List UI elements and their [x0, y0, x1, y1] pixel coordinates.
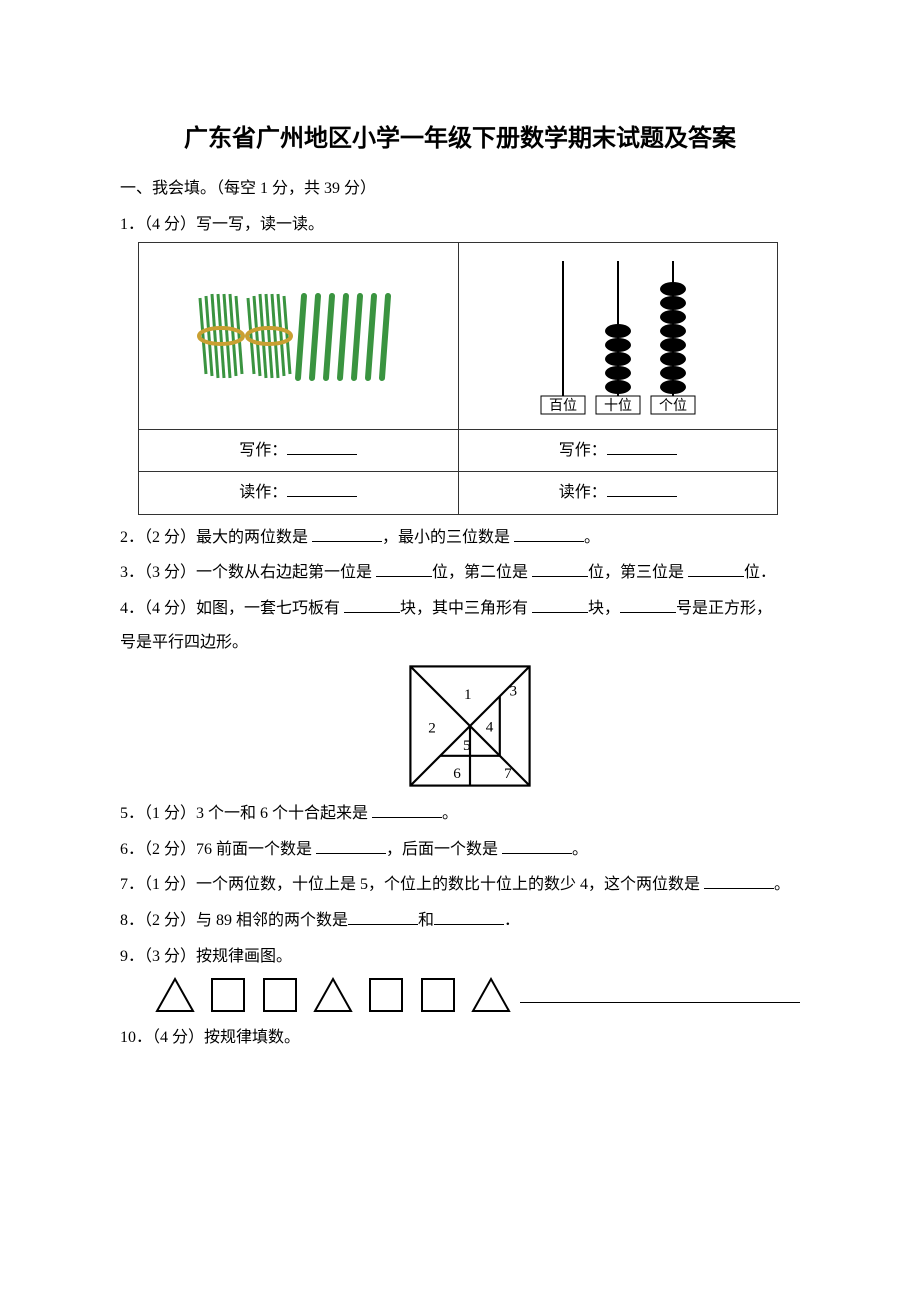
- q8-text-a: 8．（2 分）与 89 相邻的两个数是: [120, 912, 348, 929]
- blank-field[interactable]: [348, 909, 418, 925]
- write-label: 写作：: [559, 442, 607, 459]
- q10-text: 10．（4 分）按规律填数。: [120, 1029, 300, 1046]
- q4-text-d: 号是正方形，: [676, 600, 772, 617]
- question-1: 1．（4 分）写一写，读一读。: [120, 212, 800, 515]
- q1-read-left: 读作：: [139, 472, 459, 515]
- page-title: 广东省广州地区小学一年级下册数学期末试题及答案: [120, 120, 800, 158]
- tangram-label: 6: [453, 765, 461, 782]
- q1-write-right: 写作：: [458, 429, 778, 472]
- read-label: 读作：: [559, 484, 607, 501]
- q4-line2: 号是平行四边形。: [120, 634, 248, 651]
- q1-cell-sticks: [139, 242, 459, 429]
- question-4: 4．（4 分）如图，一套七巧板有 块，其中三角形有 块， 号是正方形， 号是平行四…: [120, 596, 800, 791]
- question-5: 5．（1 分）3 个一和 6 个十合起来是 。: [120, 801, 800, 827]
- q7-text-b: 。: [774, 876, 790, 893]
- q9-text: 9．（3 分）按规律画图。: [120, 944, 800, 970]
- blank-field[interactable]: [532, 561, 588, 577]
- question-8: 8．（2 分）与 89 相邻的两个数是 和 ．: [120, 908, 800, 934]
- q2-text-c: 。: [584, 529, 600, 546]
- q4-text-c: 块，: [588, 600, 620, 617]
- q1-write-left: 写作：: [139, 429, 459, 472]
- q8-text-c: ．: [504, 912, 520, 929]
- tangram-label: 5: [463, 737, 471, 754]
- question-10: 10．（4 分）按规律填数。: [120, 1025, 800, 1051]
- q4-text-b: 块，其中三角形有: [400, 600, 532, 617]
- abacus-illustration: 百位 十位 个位: [523, 251, 713, 421]
- abacus-label-tens: 十位: [604, 398, 632, 414]
- q2-text-a: 2．（2 分）最大的两位数是: [120, 529, 312, 546]
- triangle-icon: [311, 975, 355, 1015]
- q3-text-b: 位，第二位是: [432, 564, 532, 581]
- abacus-label-ones: 个位: [659, 398, 687, 414]
- q5-text-a: 5．（1 分）3 个一和 6 个十合起来是: [120, 805, 372, 822]
- square-icon: [260, 975, 300, 1015]
- question-6: 6．（2 分）76 前面一个数是 ，后面一个数是 。: [120, 837, 800, 863]
- blank-field[interactable]: [376, 561, 432, 577]
- q2-text-b: ，最小的三位数是: [382, 529, 514, 546]
- square-icon: [418, 975, 458, 1015]
- sticks-illustration: [188, 286, 408, 386]
- tangram-label: 7: [504, 765, 512, 782]
- q1-cell-abacus: 百位 十位 个位: [458, 242, 778, 429]
- blank-field[interactable]: [520, 987, 800, 1003]
- q1-read-right: 读作：: [458, 472, 778, 515]
- tangram-label: 1: [464, 686, 472, 703]
- q3-text-a: 3．（3 分）一个数从右边起第一位是: [120, 564, 376, 581]
- q6-text-b: ，后面一个数是: [386, 841, 502, 858]
- abacus-label-hundreds: 百位: [549, 398, 577, 414]
- q1-table: 百位 十位 个位 写作： 写作： 读作： 读作：: [138, 242, 778, 515]
- question-7: 7．（1 分）一个两位数，十位上是 5，个位上的数比十位上的数少 4，这个两位数…: [120, 872, 800, 898]
- q6-text-c: 。: [572, 841, 588, 858]
- question-2: 2．（2 分）最大的两位数是 ，最小的三位数是 。: [120, 525, 800, 551]
- q9-pattern-row: [148, 975, 800, 1015]
- blank-field[interactable]: [434, 909, 504, 925]
- tangram-label: 3: [510, 683, 518, 700]
- blank-field[interactable]: [607, 439, 677, 455]
- q5-text-b: 。: [442, 805, 458, 822]
- triangle-icon: [153, 975, 197, 1015]
- q4-text-a: 4．（4 分）如图，一套七巧板有: [120, 600, 344, 617]
- blank-field[interactable]: [287, 481, 357, 497]
- read-label: 读作：: [239, 484, 287, 501]
- square-icon: [208, 975, 248, 1015]
- blank-field[interactable]: [514, 526, 584, 542]
- q1-text: 1．（4 分）写一写，读一读。: [120, 212, 800, 238]
- blank-field[interactable]: [372, 802, 442, 818]
- tangram-diagram: 1 2 3 4 5 6 7: [405, 661, 535, 791]
- square-icon: [366, 975, 406, 1015]
- q6-text-a: 6．（2 分）76 前面一个数是: [120, 841, 316, 858]
- section-heading: 一、我会填。（每空 1 分，共 39 分）: [120, 176, 800, 202]
- blank-field[interactable]: [607, 481, 677, 497]
- q7-text-a: 7．（1 分）一个两位数，十位上是 5，个位上的数比十位上的数少 4，这个两位数…: [120, 876, 704, 893]
- blank-field[interactable]: [502, 838, 572, 854]
- tangram-label: 4: [486, 719, 494, 736]
- question-9: 9．（3 分）按规律画图。: [120, 944, 800, 1016]
- triangle-icon: [469, 975, 513, 1015]
- blank-field[interactable]: [704, 873, 774, 889]
- question-3: 3．（3 分）一个数从右边起第一位是 位，第二位是 位，第三位是 位．: [120, 560, 800, 586]
- blank-field[interactable]: [287, 439, 357, 455]
- q3-text-d: 位．: [744, 564, 776, 581]
- q8-text-b: 和: [418, 912, 434, 929]
- blank-field[interactable]: [312, 526, 382, 542]
- blank-field[interactable]: [344, 597, 400, 613]
- q3-text-c: 位，第三位是: [588, 564, 688, 581]
- blank-field[interactable]: [688, 561, 744, 577]
- blank-field[interactable]: [532, 597, 588, 613]
- write-label: 写作：: [239, 442, 287, 459]
- tangram-label: 2: [428, 720, 436, 737]
- blank-field[interactable]: [316, 838, 386, 854]
- blank-field[interactable]: [620, 597, 676, 613]
